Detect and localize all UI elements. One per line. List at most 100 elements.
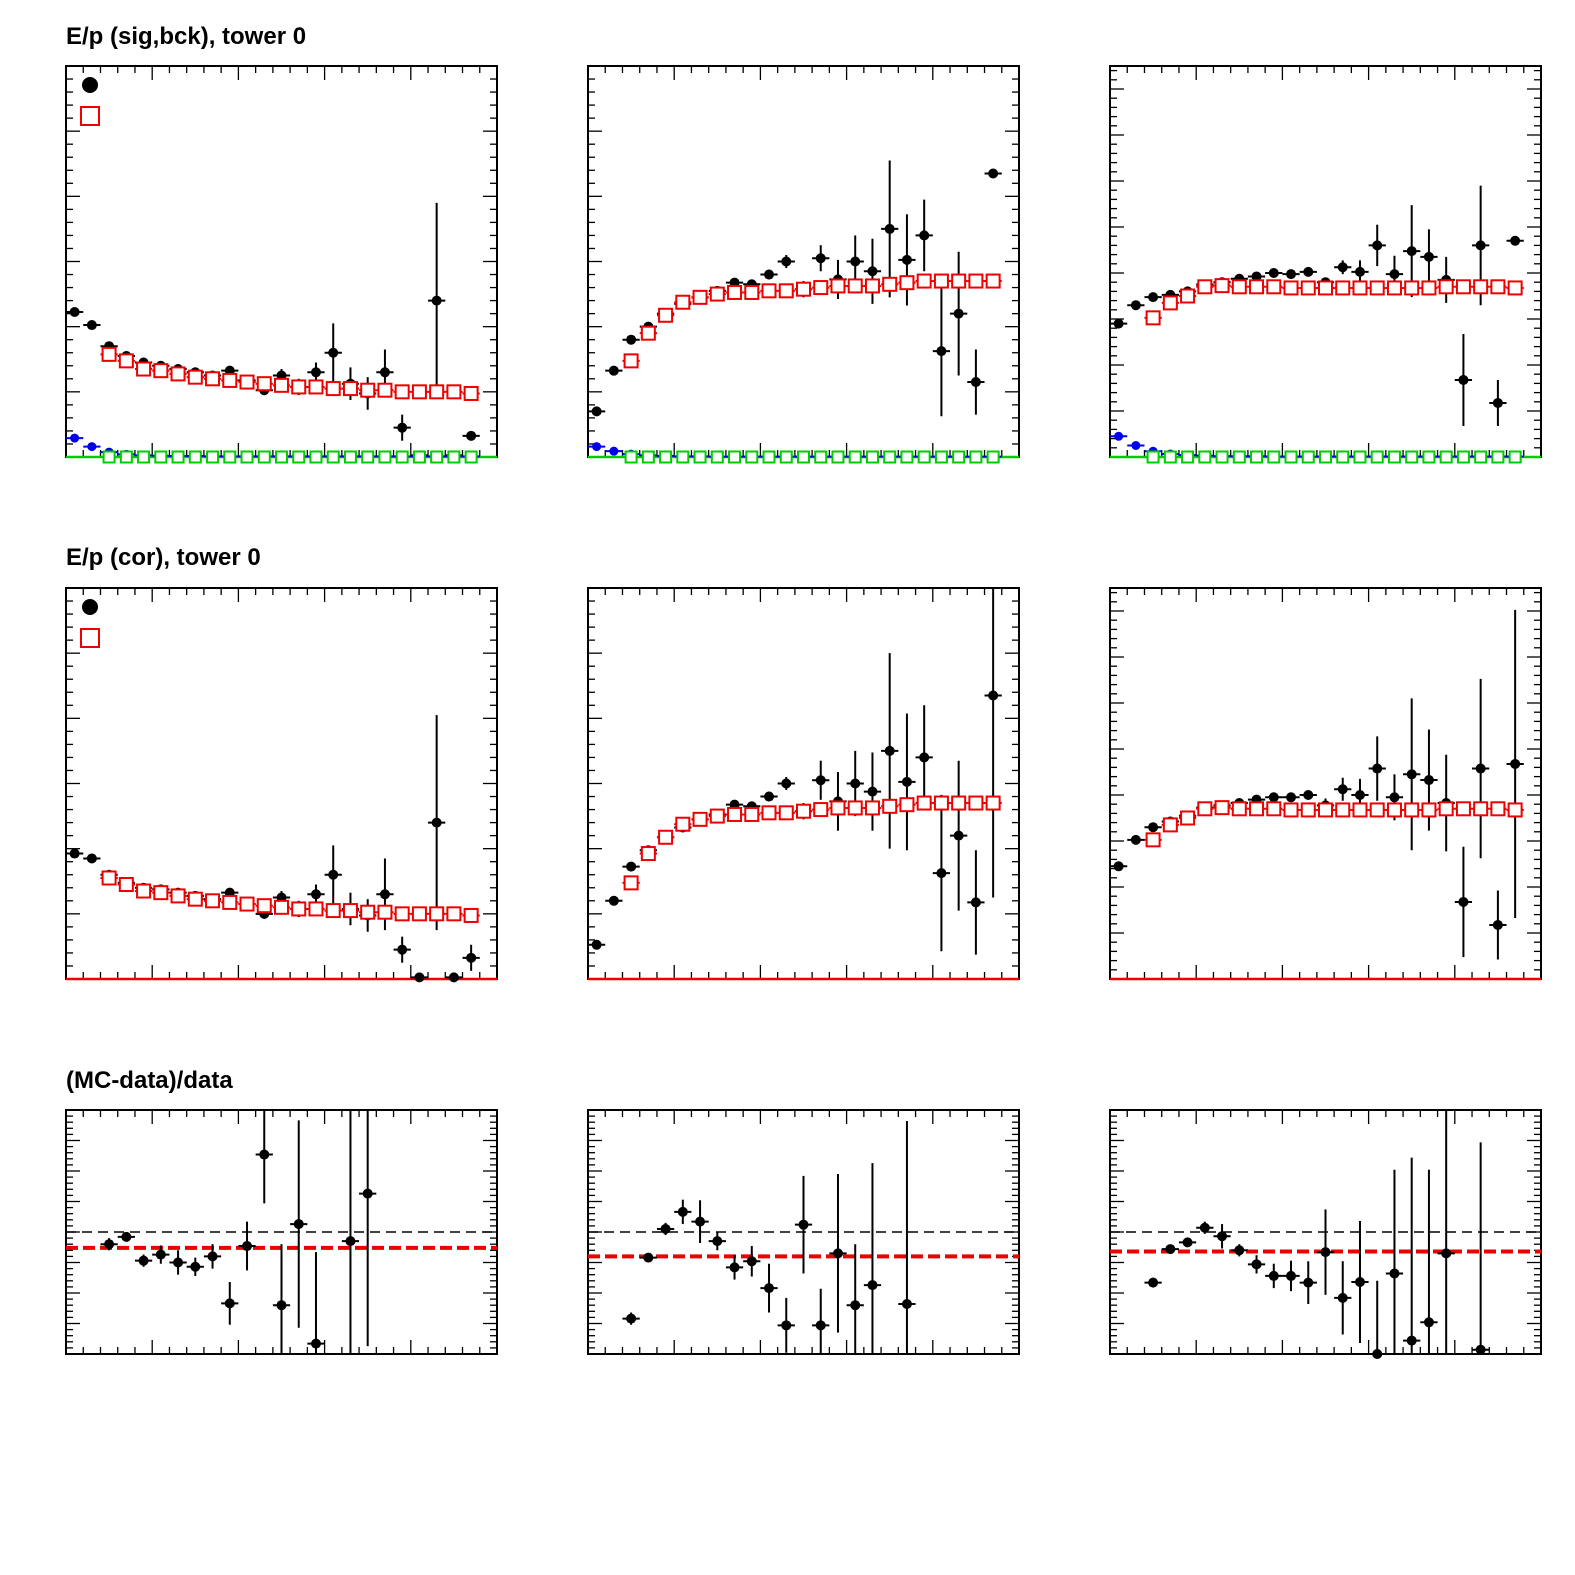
bck-mc-point — [395, 450, 409, 464]
mc-point — [1473, 279, 1489, 295]
mc-point — [1335, 280, 1351, 296]
bck-mc-point — [1163, 450, 1177, 464]
mc-point — [933, 273, 949, 289]
data-point — [1423, 1317, 1434, 1328]
bck-mc-point — [710, 450, 724, 464]
bck-mc-point — [119, 450, 133, 464]
bck-mc-point — [1198, 450, 1212, 464]
bck-mc-point — [257, 450, 271, 464]
mc-point — [864, 278, 880, 294]
mc-point — [205, 893, 221, 909]
bck-data-point — [609, 446, 619, 456]
data-point — [466, 952, 477, 963]
data-point — [1251, 1259, 1262, 1270]
bck-mc-point — [1146, 450, 1160, 464]
data-point — [431, 817, 442, 828]
bck-mc-point — [865, 450, 879, 464]
data-point — [1148, 822, 1159, 833]
bck-mc-point — [447, 450, 461, 464]
bck-mc-point — [275, 450, 288, 464]
mc-point — [118, 877, 134, 893]
bck-mc-point — [831, 450, 845, 464]
mc-point — [640, 846, 656, 862]
mc-point — [136, 361, 152, 377]
data-point — [1148, 292, 1159, 303]
data-point — [746, 1256, 757, 1267]
data-point — [431, 295, 442, 306]
series-mc — [1144, 278, 1524, 326]
data-point — [764, 791, 775, 802]
bck-mc-point — [641, 450, 655, 464]
data-point — [1165, 1244, 1176, 1255]
data-point — [1303, 1277, 1314, 1288]
data-point — [310, 1338, 321, 1349]
data-point — [1217, 1231, 1228, 1242]
data-point — [448, 972, 459, 983]
data-point — [1130, 300, 1141, 311]
data-point — [850, 778, 861, 789]
mc-point — [429, 384, 445, 400]
series-mc — [1144, 800, 1524, 848]
bck-mc-point — [779, 450, 793, 464]
data-point — [1268, 1270, 1279, 1281]
bck-mc-point — [917, 450, 931, 464]
chart-had-sigbck — [587, 65, 1020, 464]
data-point — [919, 752, 930, 763]
data-point — [1475, 1344, 1486, 1355]
bck-mc-point — [797, 450, 810, 464]
bck-mc-point — [1181, 450, 1195, 464]
mc-point — [1231, 801, 1247, 817]
data-point — [712, 1236, 723, 1247]
data-point — [867, 786, 878, 797]
mc-point — [623, 353, 639, 369]
data-point — [1406, 246, 1417, 257]
data-point — [695, 1216, 706, 1227]
mc-point — [101, 346, 117, 362]
data-point — [397, 422, 408, 433]
mc-point — [761, 283, 777, 299]
mc-point — [446, 906, 462, 922]
data-point — [867, 1280, 878, 1291]
mc-point — [187, 369, 203, 385]
bck-mc-point — [1301, 450, 1315, 464]
bck-mc-point — [848, 450, 862, 464]
mc-point — [658, 307, 674, 323]
data-point — [850, 256, 861, 267]
mc-point — [411, 384, 427, 400]
data-point — [798, 1219, 809, 1230]
data-point — [832, 1248, 843, 1259]
data-point — [1354, 1277, 1365, 1288]
mc-point — [1214, 800, 1230, 816]
data-point — [901, 776, 912, 787]
data-point — [310, 367, 321, 378]
mc-point — [1404, 802, 1420, 818]
mc-point — [1162, 295, 1178, 311]
mc-point — [187, 891, 203, 907]
data-point — [1337, 262, 1348, 273]
mc-point — [222, 894, 238, 910]
bck-mc-point — [1439, 450, 1453, 464]
mc-point — [1490, 279, 1506, 295]
mc-point — [325, 381, 341, 397]
mc-point — [1214, 278, 1230, 294]
data-point — [362, 1188, 373, 1199]
data-point — [884, 223, 895, 234]
data-point — [867, 266, 878, 277]
data-point — [1372, 1349, 1383, 1359]
series-mc — [622, 795, 1002, 891]
mc-point — [394, 906, 410, 922]
data-point — [155, 1249, 166, 1260]
mc-point — [1283, 280, 1299, 296]
plot-frame — [1109, 65, 1542, 458]
mc-point — [1386, 280, 1402, 296]
data-point — [1113, 861, 1124, 872]
bck-mc-point — [1491, 450, 1505, 464]
mc-point — [429, 906, 445, 922]
data-point — [1389, 792, 1400, 803]
data-point — [850, 1300, 861, 1311]
bck-mc-point — [1284, 450, 1298, 464]
data-point — [764, 269, 775, 280]
data-point — [1389, 1268, 1400, 1279]
mc-point — [274, 377, 289, 393]
bck-mc-point — [326, 450, 340, 464]
